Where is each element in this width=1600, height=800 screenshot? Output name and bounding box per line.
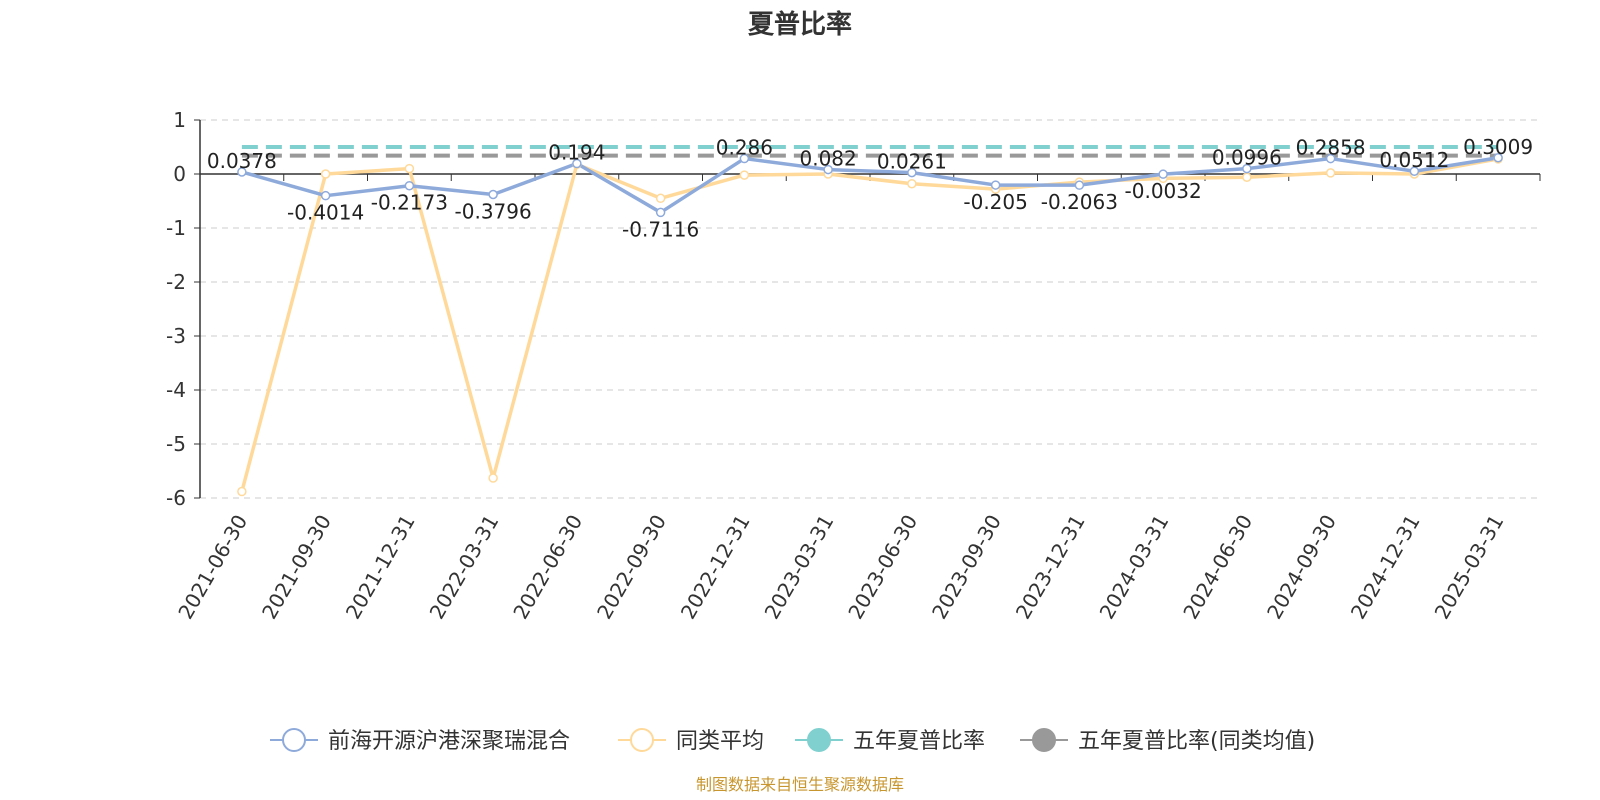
x-tick-label: 2024-12-31 (1346, 511, 1425, 624)
legend[interactable]: 前海开源沪港深聚瑞混合 同类平均 五年夏普比率 五年夏普比率(同类均值) (270, 728, 1315, 754)
series-point-0 (1158, 169, 1168, 179)
series-point-0 (823, 164, 833, 175)
data-label: 0.2858 (1296, 136, 1366, 160)
series-point-0 (655, 207, 666, 218)
x-tick-label: 2022-03-31 (425, 511, 504, 624)
gridlines (200, 119, 1540, 499)
series-point-0 (488, 189, 498, 200)
x-tick-label: 2024-06-30 (1178, 511, 1257, 624)
chart-title: 夏普比率 (748, 9, 852, 40)
series-point-0 (572, 158, 582, 169)
series-line-0 (241, 156, 1499, 215)
series-point-0 (1493, 153, 1503, 163)
series-point-0 (404, 180, 415, 191)
series-point-0 (1409, 166, 1420, 176)
series-line-1 (240, 157, 1499, 492)
series-point-1 (488, 473, 498, 483)
series-point-0 (907, 167, 917, 178)
series-point-1 (320, 169, 331, 179)
legend-label: 五年夏普比率 (853, 729, 985, 754)
series-point-0 (739, 153, 750, 164)
legend-swatch-marker (282, 728, 306, 752)
data-label: 0.194 (548, 141, 605, 165)
x-tick-label: 2022-09-30 (592, 511, 671, 624)
y-tick-label: 0 (173, 162, 186, 186)
y-tick-label: -3 (166, 324, 186, 348)
x-tick-label: 2022-12-31 (676, 511, 755, 624)
data-label: 0.0512 (1379, 148, 1449, 172)
series-point-1 (1242, 172, 1252, 182)
series-lines (240, 156, 1499, 492)
data-label: 0.286 (716, 136, 773, 160)
y-tick-label: -4 (166, 378, 186, 402)
x-tick-label: 2021-12-31 (341, 511, 420, 624)
reference-lines (241, 145, 1499, 158)
legend-label: 同类平均 (676, 729, 764, 754)
data-label: -0.4014 (287, 201, 364, 225)
data-label: -0.2063 (1041, 190, 1118, 214)
data-label: -0.2173 (371, 191, 448, 215)
x-tick-label: 2021-06-30 (173, 511, 252, 624)
legend-item-0[interactable]: 前海开源沪港深聚瑞混合 (270, 728, 570, 754)
x-tick-label: 2022-06-30 (508, 511, 587, 624)
series-point-0 (320, 190, 331, 201)
legend-item-3[interactable]: 五年夏普比率(同类均值) (1020, 728, 1315, 754)
series-point-1 (907, 178, 917, 189)
series-point-1 (1325, 168, 1336, 178)
x-tick-label: 2025-03-31 (1430, 511, 1509, 624)
legend-swatch-marker (630, 728, 654, 752)
data-label: -0.0032 (1125, 179, 1202, 203)
x-axis-ticks: 2021-06-30 2021-09-30 2021-12-31 2022-03-31… (173, 174, 1541, 624)
series-point-0 (1074, 180, 1085, 190)
data-label: -0.3796 (455, 199, 532, 223)
y-tick-label: 1 (173, 108, 186, 132)
x-tick-label: 2023-12-31 (1011, 511, 1090, 624)
x-tick-label: 2023-03-31 (760, 511, 839, 624)
series-points (237, 153, 1503, 497)
series-point-1 (404, 163, 415, 174)
legend-swatch-marker (807, 728, 831, 752)
x-tick-label: 2021-09-30 (257, 511, 336, 624)
series-point-1 (237, 486, 247, 497)
series-point-0 (237, 167, 247, 177)
data-label: -0.205 (963, 190, 1027, 214)
y-tick-label: -2 (166, 270, 186, 294)
legend-item-1[interactable]: 同类平均 (618, 728, 764, 754)
y-tick-label: -6 (166, 486, 186, 510)
source-note: 制图数据来自恒生聚源数据库 (696, 775, 904, 794)
x-tick-label: 2023-06-30 (843, 511, 922, 624)
data-label: -0.7116 (622, 217, 699, 241)
legend-item-2[interactable]: 五年夏普比率 (795, 728, 985, 754)
y-axis-ticks: 1 0 -1 -2 -3 -4 -5 -6 (166, 108, 200, 510)
data-label: 0.0261 (877, 150, 947, 174)
legend-label: 五年夏普比率(同类均值) (1078, 729, 1315, 754)
y-tick-label: -5 (166, 432, 186, 456)
data-label: 0.082 (799, 147, 856, 171)
data-label: 0.0996 (1212, 146, 1282, 170)
legend-swatch-marker (1032, 728, 1056, 752)
series-point-1 (739, 170, 750, 180)
x-tick-label: 2023-09-30 (927, 511, 1006, 624)
series-point-0 (1325, 153, 1336, 164)
series-point-1 (655, 193, 666, 204)
data-label: 0.3009 (1463, 135, 1533, 159)
y-tick-label: -1 (166, 216, 186, 240)
data-labels: 0.0378 -0.4014 -0.2173 -0.3796 0.194 -0.7116 0… (207, 135, 1533, 242)
x-tick-label: 2024-03-31 (1095, 511, 1174, 624)
x-tick-label: 2024-09-30 (1262, 511, 1341, 624)
legend-label: 前海开源沪港深聚瑞混合 (328, 729, 570, 754)
data-label: 0.0378 (207, 149, 277, 173)
series-point-0 (1242, 163, 1252, 174)
series-point-0 (990, 180, 1001, 190)
